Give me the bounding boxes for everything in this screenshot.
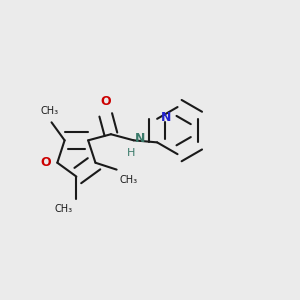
Text: H: H <box>127 148 135 158</box>
Text: O: O <box>100 95 111 108</box>
Text: CH₃: CH₃ <box>119 175 137 184</box>
Text: CH₃: CH₃ <box>54 204 73 214</box>
Text: N: N <box>161 111 171 124</box>
Text: O: O <box>41 156 51 169</box>
Text: N: N <box>135 132 146 145</box>
Text: CH₃: CH₃ <box>41 106 59 116</box>
